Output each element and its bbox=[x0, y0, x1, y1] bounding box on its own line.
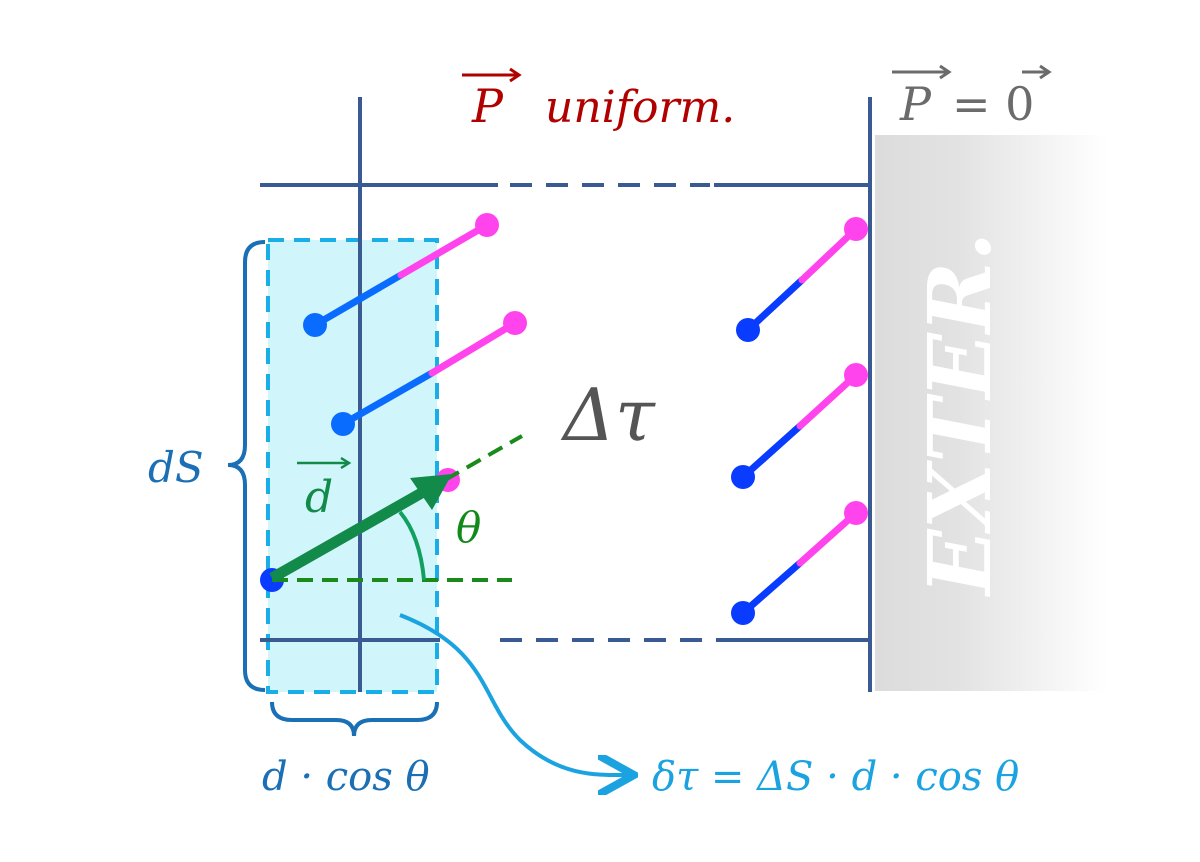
uniform-text: uniform. bbox=[545, 82, 735, 133]
volume-element-label: δτ = ΔS · d · cos θ bbox=[652, 754, 1019, 800]
dipole bbox=[303, 213, 499, 337]
angle-construction bbox=[272, 434, 523, 582]
polarization-symbol: P bbox=[471, 79, 504, 133]
dipole-vector-symbol: d bbox=[305, 472, 333, 523]
volume-label: Δτ bbox=[560, 373, 656, 457]
element-connector-arrow bbox=[399, 613, 630, 775]
dipole bbox=[736, 217, 868, 342]
uniform-polarization-label: P uniform. bbox=[462, 67, 735, 133]
angle-label: θ bbox=[456, 503, 481, 552]
dipole-vector-arrow bbox=[269, 474, 452, 583]
exterior-polarization-label: P = 0 bbox=[892, 64, 1052, 131]
dipole bbox=[731, 363, 868, 489]
surface-label: dS bbox=[148, 443, 204, 492]
dipole-vector-label: d bbox=[297, 456, 352, 523]
surface-element-slab bbox=[266, 238, 439, 694]
equals-zero: = 0 bbox=[952, 77, 1034, 131]
dipole bbox=[731, 501, 868, 625]
exterior-label: EXTER. bbox=[910, 232, 1011, 598]
dipole bbox=[331, 311, 527, 436]
dielectric-frame bbox=[260, 97, 872, 692]
projection-label: d · cos θ bbox=[262, 754, 430, 800]
projection-brace bbox=[270, 701, 439, 737]
exterior-region bbox=[875, 135, 1107, 691]
polarization-symbol: P bbox=[899, 77, 932, 131]
surface-brace bbox=[227, 240, 266, 692]
